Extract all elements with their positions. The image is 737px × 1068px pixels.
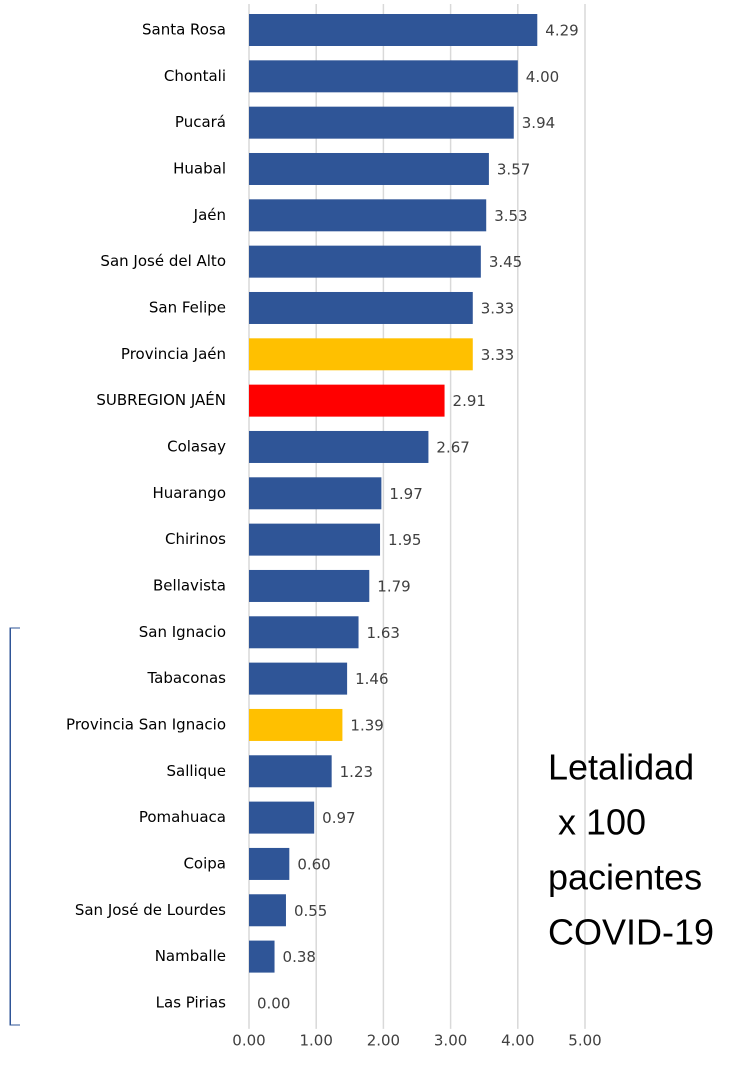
data-label: 0.38 (283, 948, 316, 966)
annotation: Letalidad (548, 747, 694, 788)
legend-box-corner (10, 627, 20, 1026)
bar (249, 14, 538, 46)
data-label: 1.79 (377, 577, 410, 595)
data-label: 0.00 (257, 994, 290, 1012)
annotation: x 100 (548, 802, 646, 843)
y-tick-label: Coipa (183, 854, 226, 872)
bar (249, 477, 382, 510)
bar (249, 199, 487, 232)
bar (249, 152, 489, 185)
y-tick-label: Huarango (152, 484, 226, 502)
y-tick-label: Pucará (175, 113, 226, 131)
data-label: 4.29 (545, 22, 578, 40)
y-tick-label: Santa Rosa (142, 21, 226, 39)
x-tick-label: 4.00 (501, 1032, 534, 1050)
data-label: 0.97 (322, 809, 355, 827)
data-label: 1.39 (350, 716, 383, 734)
data-label: 3.94 (522, 114, 555, 132)
y-tick-label: Las Pirias (156, 993, 227, 1011)
data-label: 1.23 (340, 763, 373, 781)
y-tick-label: Colasay (167, 437, 226, 455)
data-label: 0.55 (294, 902, 327, 920)
y-tick-label: Chontali (164, 67, 226, 85)
bar (249, 801, 315, 834)
y-tick-label: Provincia San Ignacio (66, 715, 226, 733)
y-tick-label: San José de Lourdes (75, 901, 226, 919)
y-tick-label: San José del Alto (100, 252, 226, 270)
data-label: 2.91 (453, 392, 486, 410)
data-label: 3.57 (497, 160, 530, 178)
bar (249, 523, 381, 556)
data-label: 1.63 (367, 624, 400, 642)
bar (249, 708, 343, 741)
y-tick-label: Bellavista (153, 576, 226, 594)
bar (249, 940, 275, 973)
bar (249, 569, 370, 602)
bar (249, 60, 518, 93)
data-label: 2.67 (436, 438, 469, 456)
annotation: COVID-19 (548, 912, 714, 953)
y-tick-label: Sallique (167, 762, 226, 780)
bar (249, 847, 290, 880)
data-label: 4.00 (526, 68, 559, 86)
data-label: 3.33 (481, 346, 514, 364)
data-label: 3.33 (481, 299, 514, 317)
y-tick-label: San Ignacio (139, 623, 226, 641)
y-tick-label: Tabaconas (146, 669, 226, 687)
data-label: 3.45 (489, 253, 522, 271)
bar (249, 662, 348, 695)
annotation: pacientes (548, 857, 702, 898)
bar (249, 384, 445, 417)
bar (249, 616, 359, 649)
data-label: 1.46 (355, 670, 388, 688)
x-tick-label: 2.00 (367, 1032, 400, 1050)
bar (249, 755, 332, 788)
x-tick-label: 1.00 (299, 1032, 332, 1050)
x-tick-label: 5.00 (568, 1032, 601, 1050)
bar (249, 430, 429, 463)
data-label: 3.53 (494, 207, 527, 225)
data-label: 1.97 (389, 485, 422, 503)
y-tick-label: Pomahuaca (139, 808, 226, 826)
bar (249, 894, 286, 927)
data-label: 0.60 (297, 855, 330, 873)
y-tick-label: San Felipe (149, 298, 226, 316)
data-label: 1.95 (388, 531, 421, 549)
y-tick-label: Chirinos (165, 530, 226, 548)
legend-box-edge (9, 627, 11, 1026)
y-tick-label: Huabal (173, 159, 226, 177)
x-tick-label: 3.00 (434, 1032, 467, 1050)
bar (249, 245, 481, 278)
y-tick-label: SUBREGION JAÉN (96, 390, 226, 409)
y-tick-label: Jaén (193, 206, 226, 224)
bar (249, 291, 473, 324)
bar (249, 338, 473, 371)
y-tick-label: Provincia Jaén (121, 345, 226, 363)
x-tick-label: 0.00 (232, 1032, 265, 1050)
y-tick-label: Namballe (155, 947, 226, 965)
bar (249, 106, 514, 139)
